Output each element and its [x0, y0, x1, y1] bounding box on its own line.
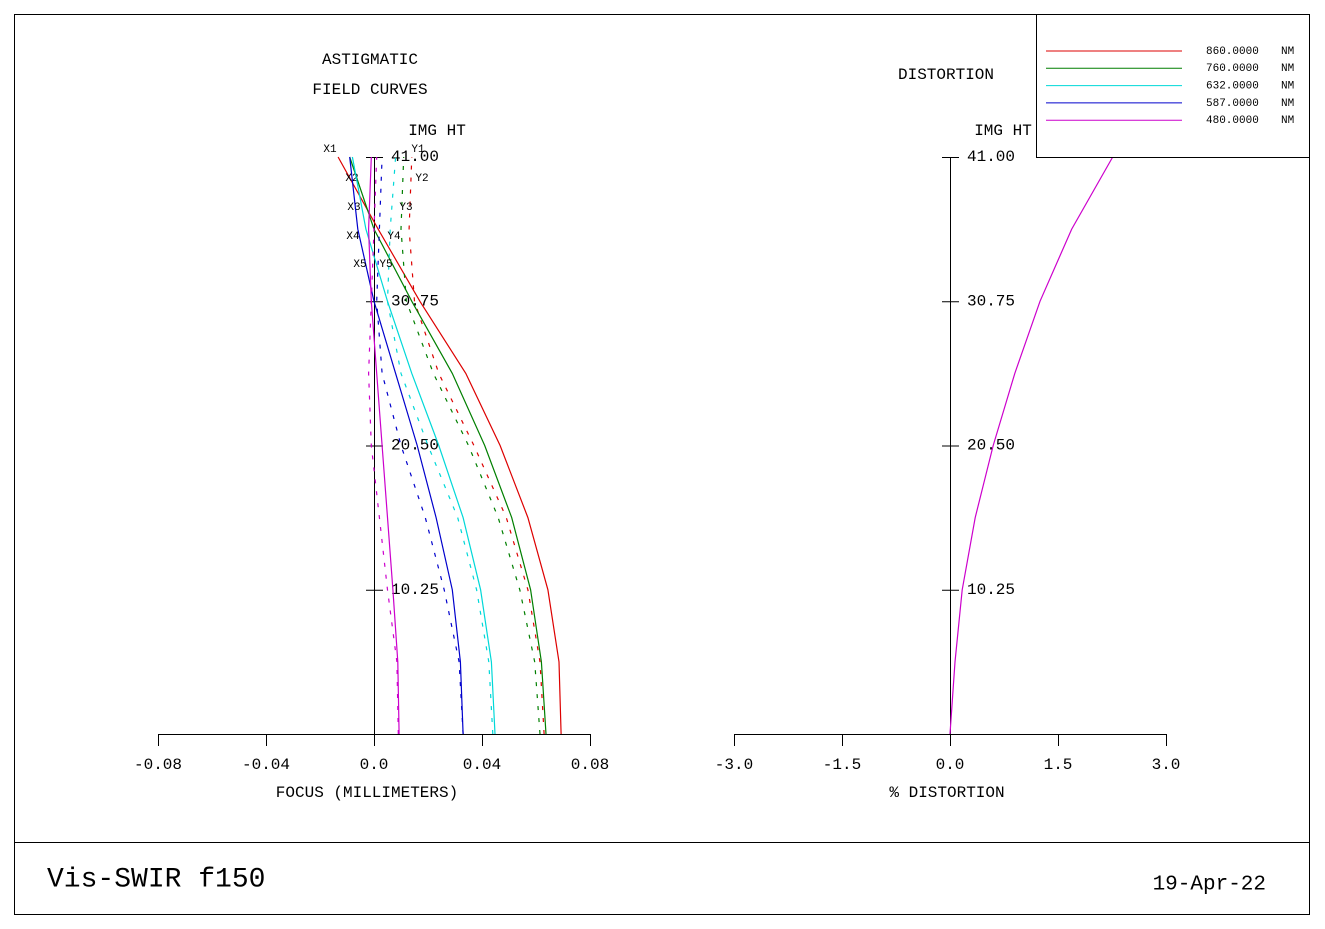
- x-tick-label: -1.5: [823, 756, 861, 774]
- curve-label: X3: [347, 202, 360, 214]
- curve-label: Y4: [387, 231, 401, 243]
- curve-label: X5: [353, 259, 366, 271]
- chart-title: FIELD CURVES: [312, 81, 427, 99]
- chart-title: DISTORTION: [898, 66, 994, 84]
- legend-unit: NM: [1281, 115, 1294, 127]
- field-curve: [367, 156, 400, 735]
- y-tick-label: 10.25: [391, 581, 439, 599]
- legend-label: 760.0000: [1206, 63, 1259, 75]
- legend-label: 632.0000: [1206, 81, 1259, 93]
- x-tick-label: 1.5: [1044, 756, 1073, 774]
- footer-title: Vis-SWIR f150: [47, 864, 265, 895]
- legend-unit: NM: [1281, 63, 1294, 75]
- y-axis-label: IMG HT: [974, 122, 1032, 140]
- legend-unit: NM: [1281, 46, 1294, 58]
- field-curve: [349, 156, 464, 735]
- curve-label: X1: [323, 144, 337, 156]
- x-tick-label: 3.0: [1152, 756, 1181, 774]
- legend-label: 587.0000: [1206, 98, 1259, 110]
- y-tick-label: 10.25: [967, 581, 1015, 599]
- x-tick-label: -0.04: [242, 756, 290, 774]
- field-curve: [408, 156, 545, 735]
- distortion-curve: [949, 156, 1114, 735]
- x-axis-label: FOCUS (MILLIMETERS): [276, 784, 458, 802]
- curve-label: Y2: [415, 173, 428, 185]
- y-tick-label: 30.75: [391, 292, 439, 310]
- x-tick-label: 0.04: [463, 756, 501, 774]
- legend-label: 480.0000: [1206, 115, 1259, 127]
- curve-label: X4: [346, 231, 360, 243]
- field-curve: [400, 156, 541, 735]
- frame: [14, 14, 1310, 915]
- x-axis-label: % DISTORTION: [889, 784, 1004, 802]
- field-curve: [376, 156, 464, 735]
- chart-title: ASTIGMATIC: [322, 51, 418, 69]
- x-tick-label: 0.0: [936, 756, 965, 774]
- legend-unit: NM: [1281, 81, 1294, 93]
- field-curve: [386, 156, 494, 735]
- y-tick-label: 41.00: [391, 148, 439, 166]
- y-axis-label: IMG HT: [408, 122, 466, 140]
- legend-unit: NM: [1281, 98, 1294, 110]
- legend-label: 860.0000: [1206, 46, 1259, 58]
- field-curve: [349, 156, 547, 735]
- curve-label: Y1: [411, 144, 425, 156]
- x-tick-label: 0.0: [360, 756, 389, 774]
- x-tick-label: -3.0: [715, 756, 753, 774]
- field-curve: [367, 156, 399, 735]
- footer-date: 19-Apr-22: [1153, 874, 1266, 897]
- field-curve: [337, 156, 562, 735]
- curve-label: Y5: [379, 259, 392, 271]
- y-tick-label: 41.00: [967, 148, 1015, 166]
- x-tick-label: 0.08: [571, 756, 609, 774]
- x-tick-label: -0.08: [134, 756, 182, 774]
- curve-label: Y3: [399, 202, 412, 214]
- y-tick-label: 20.50: [967, 437, 1015, 455]
- y-tick-label: 30.75: [967, 292, 1015, 310]
